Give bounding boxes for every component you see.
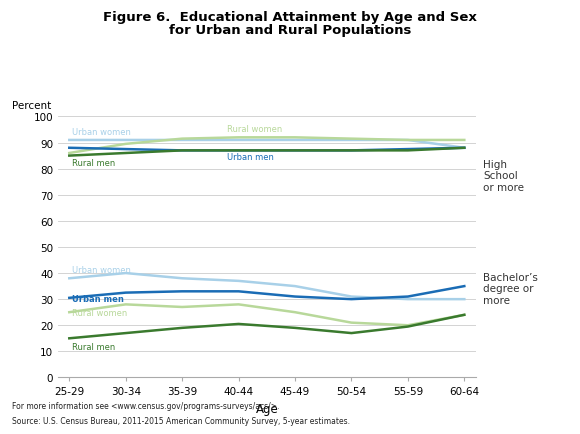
Text: Urban women: Urban women — [72, 266, 131, 275]
Text: Source: U.S. Census Bureau, 2011-2015 American Community Survey, 5-year estimate: Source: U.S. Census Bureau, 2011-2015 Am… — [12, 416, 350, 425]
Text: Rural women: Rural women — [72, 309, 128, 318]
Text: Rural men: Rural men — [72, 158, 115, 167]
Text: For more information see <www.census.gov/programs-surveys/acs/>.: For more information see <www.census.gov… — [12, 401, 279, 410]
Text: Figure 6.  Educational Attainment by Age and Sex: Figure 6. Educational Attainment by Age … — [103, 11, 477, 24]
Text: Urban men: Urban men — [227, 153, 274, 162]
Text: Urban men: Urban men — [72, 294, 124, 303]
Text: Rural women: Rural women — [227, 125, 282, 134]
Text: High
School
or more: High School or more — [483, 159, 524, 192]
Text: Rural men: Rural men — [72, 342, 115, 352]
Text: Percent: Percent — [12, 101, 51, 111]
Text: Bachelor’s
degree or
more: Bachelor’s degree or more — [483, 272, 538, 305]
Text: for Urban and Rural Populations: for Urban and Rural Populations — [169, 24, 411, 37]
X-axis label: Age: Age — [255, 402, 278, 415]
Text: Urban women: Urban women — [72, 128, 131, 137]
